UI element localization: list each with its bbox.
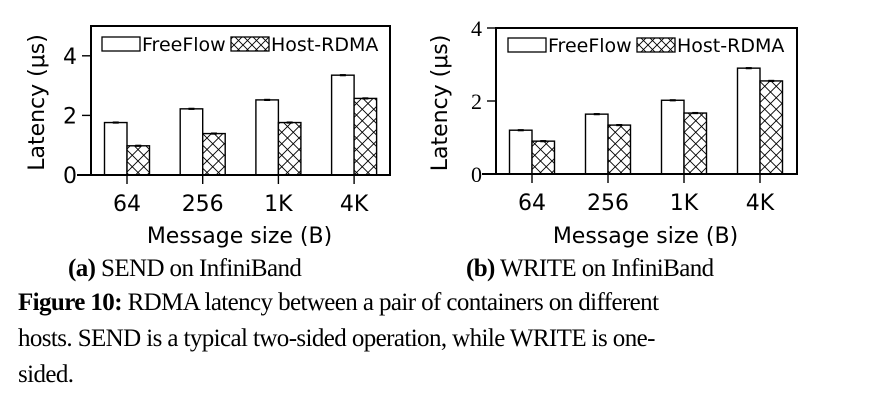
figure-caption-line2: hosts. SEND is a typical two-sided opera…: [18, 325, 655, 352]
y-tick-label: 2: [471, 89, 482, 114]
bar-host-rdma-4k: [353, 97, 378, 176]
bar-host-rdma-64: [126, 145, 151, 176]
x-tick-label: 256: [182, 192, 224, 217]
x-tick-label: 1K: [264, 192, 293, 217]
y-axis-label: Latency (μs): [428, 35, 453, 172]
bar-host-rdma-1k: [683, 112, 708, 175]
subcaption-a-label: (a): [68, 255, 96, 282]
subcaption-b-text: WRITE on InfiniBand: [494, 255, 714, 282]
legend-label-freeflow: FreeFlow: [548, 35, 632, 57]
bar-freeflow-1k: [660, 99, 685, 175]
subcaption-a: (a) SEND on InfiniBand: [68, 255, 302, 283]
y-tick-label: 0: [63, 164, 77, 189]
subcaption-b: (b) WRITE on InfiniBand: [466, 255, 714, 283]
y-axis-label: Latency (μs): [25, 34, 50, 171]
x-tick-label: 64: [113, 192, 141, 217]
bar-freeflow-64: [103, 121, 128, 176]
bar-host-rdma-256: [201, 132, 226, 176]
bar-freeflow-256: [584, 113, 609, 175]
y-tick-label: 0: [471, 162, 482, 187]
bar-freeflow-4k: [330, 74, 355, 176]
x-axis-label: Message size (B): [147, 224, 332, 249]
legend-label-freeflow: FreeFlow: [142, 34, 226, 56]
chart-write-infiniband: 64 256 1K 4K 0 2 4 Latency (μs) Message size (B)…: [428, 16, 798, 249]
x-tick-label: 1K: [670, 191, 699, 216]
x-tick-label: 4K: [340, 192, 369, 217]
bar-freeflow-64: [508, 129, 533, 175]
subcaption-a-text: SEND on InfiniBand: [95, 255, 302, 282]
chart-send-infiniband: 64 256 1K 4K 0 2 4 Latency (μs) Message size (B)…: [25, 25, 391, 249]
x-axis-label: Message size (B): [553, 224, 738, 249]
bar-host-rdma-4k: [759, 80, 784, 175]
figure-caption-line3: sided.: [18, 361, 74, 388]
legend: FreeFlow Host-RDMA: [507, 35, 784, 57]
legend-label-host-rdma: Host-RDMA: [677, 35, 784, 57]
y-tick-label: 4: [63, 45, 77, 70]
bar-host-rdma-1k: [277, 121, 302, 176]
bar-host-rdma-256: [607, 124, 632, 175]
figure-caption-line1: Figure 10: RDMA latency between a pair o…: [18, 289, 659, 317]
figure-caption-label: Figure 10:: [18, 289, 123, 316]
x-tick-label: 4K: [746, 191, 775, 216]
figure-caption-text1: RDMA latency between a pair of container…: [121, 289, 659, 316]
subcaption-b-label: (b): [466, 255, 495, 282]
bar-freeflow-256: [179, 108, 204, 176]
legend: FreeFlow Host-RDMA: [101, 34, 378, 56]
y-tick-label: 4: [471, 16, 482, 41]
x-tick-label: 256: [587, 191, 629, 216]
bar-host-rdma-64: [531, 140, 556, 175]
legend-label-host-rdma: Host-RDMA: [271, 34, 378, 56]
y-tick-label: 2: [63, 104, 77, 129]
bar-freeflow-1k: [255, 99, 280, 176]
x-tick-label: 64: [518, 191, 546, 216]
figure-charts: 64 256 1K 4K 0 2 4 Latency (μs) Message size (B)…: [25, 16, 798, 249]
bar-freeflow-4k: [736, 67, 761, 175]
